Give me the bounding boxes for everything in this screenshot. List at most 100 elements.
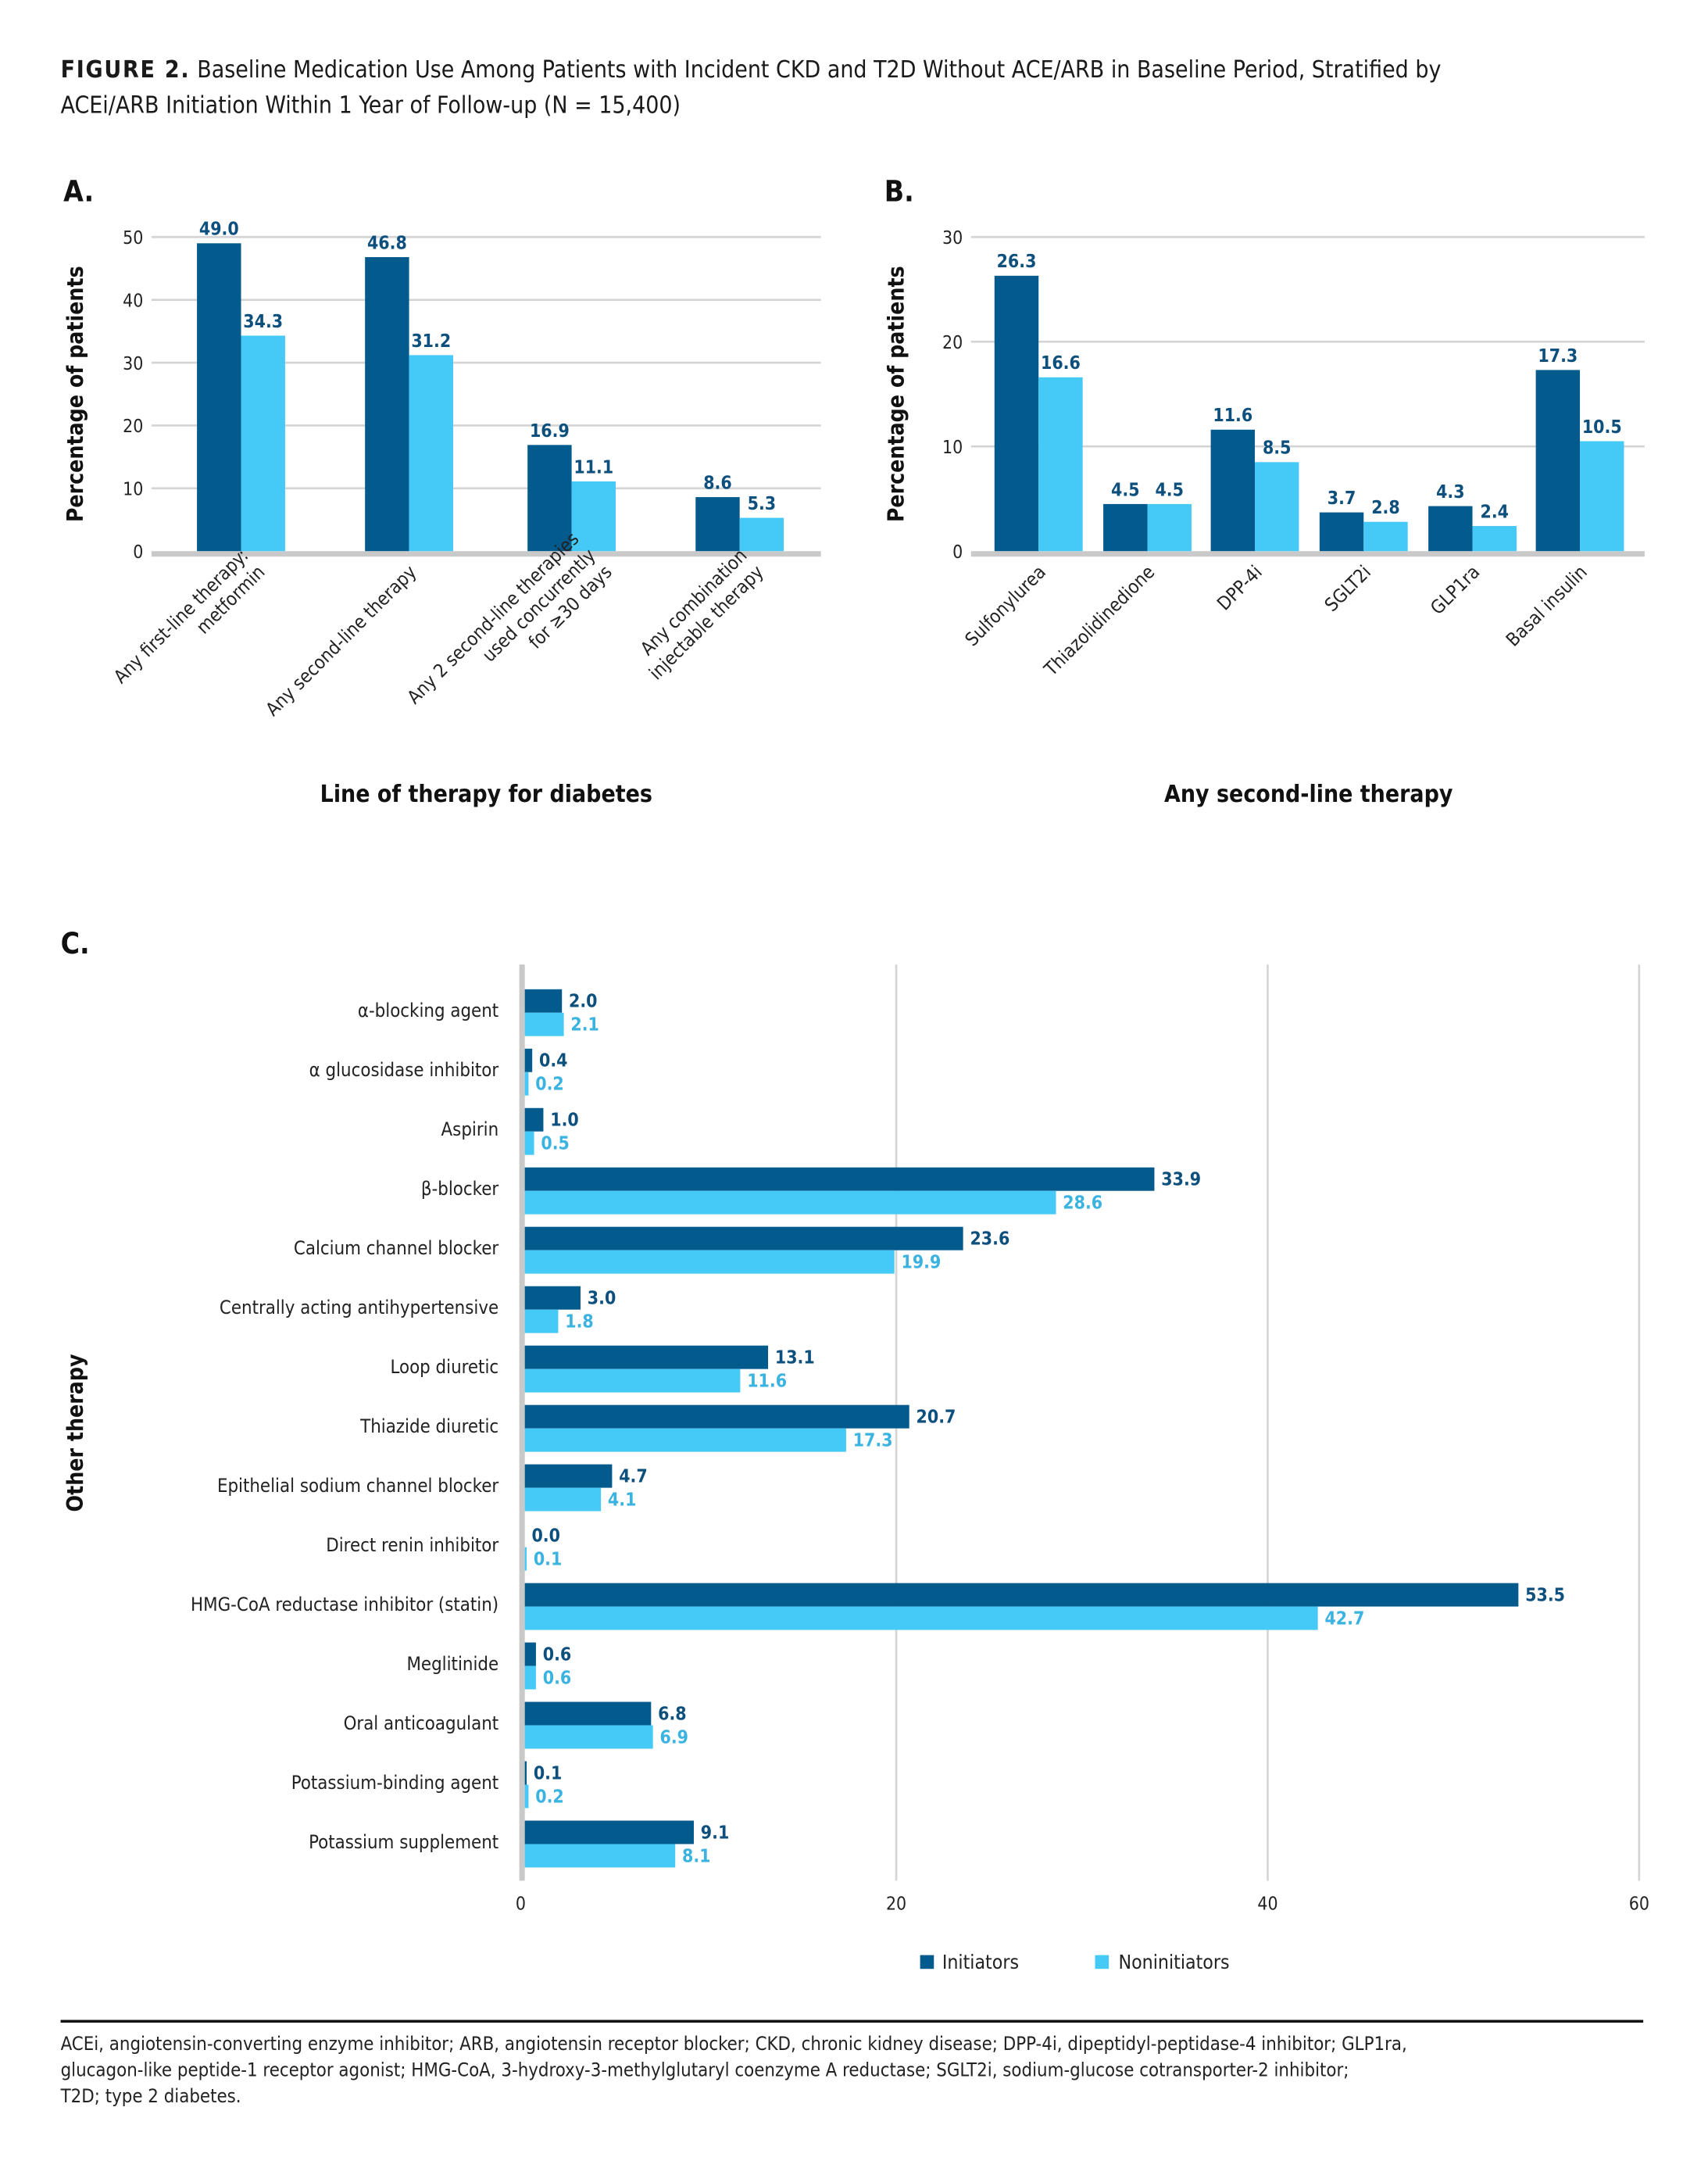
data-label: 13.1 — [775, 1348, 815, 1368]
data-label: 4.7 — [619, 1467, 648, 1487]
data-label: 0.0 — [531, 1526, 560, 1547]
bar-noninitiators — [524, 1071, 529, 1096]
x-tick-label: DPP-4i — [1213, 561, 1267, 615]
y-tick-label: 0 — [133, 542, 143, 563]
x-tick-label: 0 — [516, 1894, 526, 1914]
bar-noninitiators — [524, 1487, 602, 1512]
bar-noninitiators — [524, 1250, 895, 1274]
data-label: 0.4 — [539, 1051, 568, 1071]
legend-swatch-noninitiators — [1095, 1955, 1109, 1969]
x-tick-label: 60 — [1629, 1894, 1649, 1914]
y-tick-label: 40 — [123, 291, 143, 311]
x-tick-label: Sulfonylurea — [961, 561, 1051, 651]
x-tick-label-line: Thiazolidinedione — [1039, 561, 1159, 681]
x-axis-title: Any second-line therapy — [1164, 781, 1453, 808]
data-label: 4.1 — [608, 1490, 637, 1511]
data-label: 11.6 — [747, 1372, 787, 1392]
y-tick-label: 30 — [123, 354, 143, 374]
data-label: 4.5 — [1111, 480, 1140, 500]
x-tick-label-line: GLP1ra — [1426, 561, 1484, 619]
data-label: 2.4 — [1480, 502, 1509, 522]
y-tick-label: α glucosidase inhibitor — [309, 1059, 499, 1081]
bar-noninitiators — [409, 355, 453, 552]
footnote-line-1: ACEi, angiotensin-converting enzyme inhi… — [61, 2033, 1407, 2055]
y-tick-label: Oral anticoagulant — [344, 1712, 499, 1734]
data-label: 1.8 — [565, 1312, 594, 1333]
bar-initiators — [524, 1761, 527, 1785]
data-label: 2.0 — [569, 992, 598, 1012]
data-label: 1.0 — [550, 1111, 579, 1131]
data-label: 2.8 — [1371, 498, 1400, 518]
bar-noninitiators — [1472, 526, 1517, 552]
bar-noninitiators — [524, 1844, 676, 1868]
bar-initiators — [524, 1701, 652, 1726]
y-tick-label: Thiazide diuretic — [359, 1415, 498, 1437]
bar-noninitiators — [524, 1547, 527, 1571]
x-tick-label: 20 — [886, 1894, 906, 1914]
data-label: 6.8 — [658, 1704, 687, 1724]
bar-noninitiators — [1147, 503, 1192, 552]
footnote-line-2: glucagon-like peptide-1 receptor agonist… — [61, 2059, 1349, 2081]
data-label: 34.3 — [243, 312, 283, 332]
y-tick-label: Potassium supplement — [309, 1831, 498, 1853]
x-tick-label-line: DPP-4i — [1213, 561, 1267, 615]
x-tick-label-line: SGLT2i — [1320, 561, 1375, 616]
bar-noninitiators — [524, 1725, 653, 1749]
y-tick-label: Direct renin inhibitor — [326, 1534, 498, 1556]
bar-noninitiators — [524, 1190, 1056, 1215]
bar-initiators — [197, 243, 241, 552]
y-tick-label: Meglitinide — [406, 1653, 498, 1675]
bar-initiators — [695, 497, 740, 552]
bar-initiators — [524, 1226, 963, 1250]
bar-initiators — [365, 256, 409, 552]
x-tick-label: GLP1ra — [1426, 561, 1484, 619]
y-axis-title: Percentage of patients — [63, 266, 88, 522]
bar-noninitiators — [739, 517, 784, 552]
bar-initiators — [524, 1583, 1519, 1607]
bar-initiators — [994, 275, 1039, 552]
data-label: 0.2 — [535, 1075, 564, 1095]
y-tick-label: HMG-CoA reductase inhibitor (statin) — [191, 1594, 498, 1615]
y-tick-label: 50 — [123, 228, 143, 249]
bar-noninitiators — [524, 1368, 741, 1393]
chart-c: C. 0 20 40 60 Other therapy α-blocking agent 2.… — [61, 927, 1649, 1914]
bar-noninitiators — [524, 1784, 529, 1808]
bar-noninitiators — [524, 1606, 1318, 1630]
data-label: 10.5 — [1582, 417, 1622, 438]
bar-initiators — [1319, 512, 1364, 552]
data-label: 42.7 — [1324, 1608, 1364, 1629]
data-label: 46.8 — [367, 233, 407, 253]
bar-noninitiators — [1580, 441, 1624, 552]
data-label: 0.6 — [543, 1668, 572, 1688]
x-tick-label: Any second-line therapy — [262, 561, 421, 721]
bar-noninitiators — [524, 1665, 536, 1690]
x-tick-label: Basal insulin — [1502, 561, 1592, 651]
y-axis-title: Percentage of patients — [883, 266, 909, 522]
y-tick-label: Epithelial sodium channel blocker — [217, 1475, 498, 1497]
data-label: 4.5 — [1155, 480, 1184, 500]
data-label: 53.5 — [1525, 1586, 1565, 1606]
x-tick-label: Any 2 second-line therapiesused concurre… — [403, 528, 616, 741]
bar-initiators — [524, 1345, 769, 1369]
data-label: 20.7 — [917, 1408, 956, 1428]
y-tick-label: Centrally acting antihypertensive — [220, 1297, 498, 1318]
data-label: 0.2 — [535, 1787, 564, 1807]
bar-initiators — [524, 1107, 544, 1132]
bar-initiators — [524, 1167, 1155, 1191]
data-label: 5.3 — [748, 494, 777, 514]
data-label: 49.0 — [199, 220, 239, 240]
y-tick-label: 20 — [942, 333, 963, 353]
data-label: 0.1 — [534, 1550, 563, 1570]
data-label: 0.5 — [541, 1134, 570, 1154]
y-tick-label: Calcium channel blocker — [294, 1237, 498, 1259]
data-label: 0.6 — [543, 1645, 572, 1665]
bar-initiators — [1428, 506, 1473, 552]
data-label: 23.6 — [970, 1229, 1009, 1250]
bar-initiators — [527, 445, 572, 552]
y-tick-label: α-blocking agent — [358, 1000, 498, 1021]
panel-label: B. — [884, 174, 914, 208]
data-label: 19.9 — [902, 1253, 942, 1273]
bar-noninitiators — [524, 1428, 846, 1452]
data-label: 4.3 — [1436, 482, 1465, 503]
